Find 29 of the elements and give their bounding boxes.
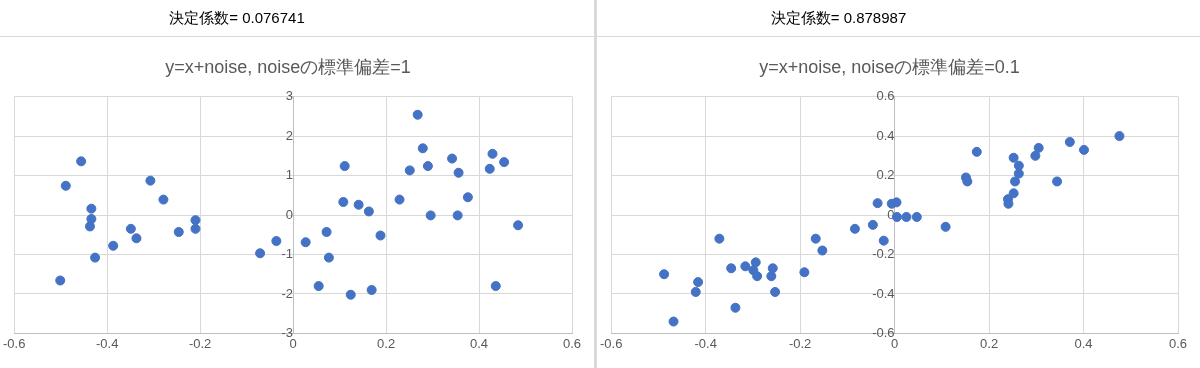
- y-tick-label: 3: [285, 88, 294, 104]
- y-tick-label: -0.6: [872, 324, 895, 340]
- x-tick-label: -0.2: [188, 335, 212, 351]
- y-tick-label: 0.6: [876, 88, 895, 104]
- y-tick-label: -3: [281, 324, 294, 340]
- text: 決定係数= 0.878987: [770, 8, 907, 28]
- x-tick-label: 0.4: [469, 335, 489, 351]
- y-tick-label: -1: [281, 246, 294, 262]
- x-tick-label: 0.6: [562, 335, 582, 351]
- x-tick-label: -0.6: [3, 335, 26, 351]
- y-tick-label: -0.4: [872, 285, 895, 301]
- y-tick-label: -0.2: [872, 246, 895, 262]
- x-tick-label: -0.6: [600, 335, 623, 351]
- x-tick-label: -0.2: [788, 335, 812, 351]
- y-tick-label: 1: [285, 167, 294, 183]
- chart-title: y=x+noise, noiseの標準偏差=1: [165, 56, 411, 77]
- x-tick-label: -0.4: [95, 335, 119, 351]
- x-tick-label: 0.2: [377, 335, 396, 351]
- x-tick-label: 0.6: [1168, 335, 1188, 351]
- y-tick-label: 2: [285, 127, 294, 143]
- chart-title: y=x+noise, noiseの標準偏差=0.1: [759, 56, 1020, 77]
- y-tick-label: 0.2: [876, 167, 895, 183]
- y-tick-label: 0.4: [876, 127, 895, 143]
- x-tick-label: 0.2: [980, 335, 999, 351]
- x-tick-label: 0.4: [1074, 335, 1093, 351]
- y-tick-label: 0: [285, 206, 294, 222]
- text: 決定係数= 0.076741: [169, 8, 305, 28]
- x-tick-label: -0.4: [694, 335, 717, 351]
- y-tick-label: -2: [281, 285, 294, 301]
